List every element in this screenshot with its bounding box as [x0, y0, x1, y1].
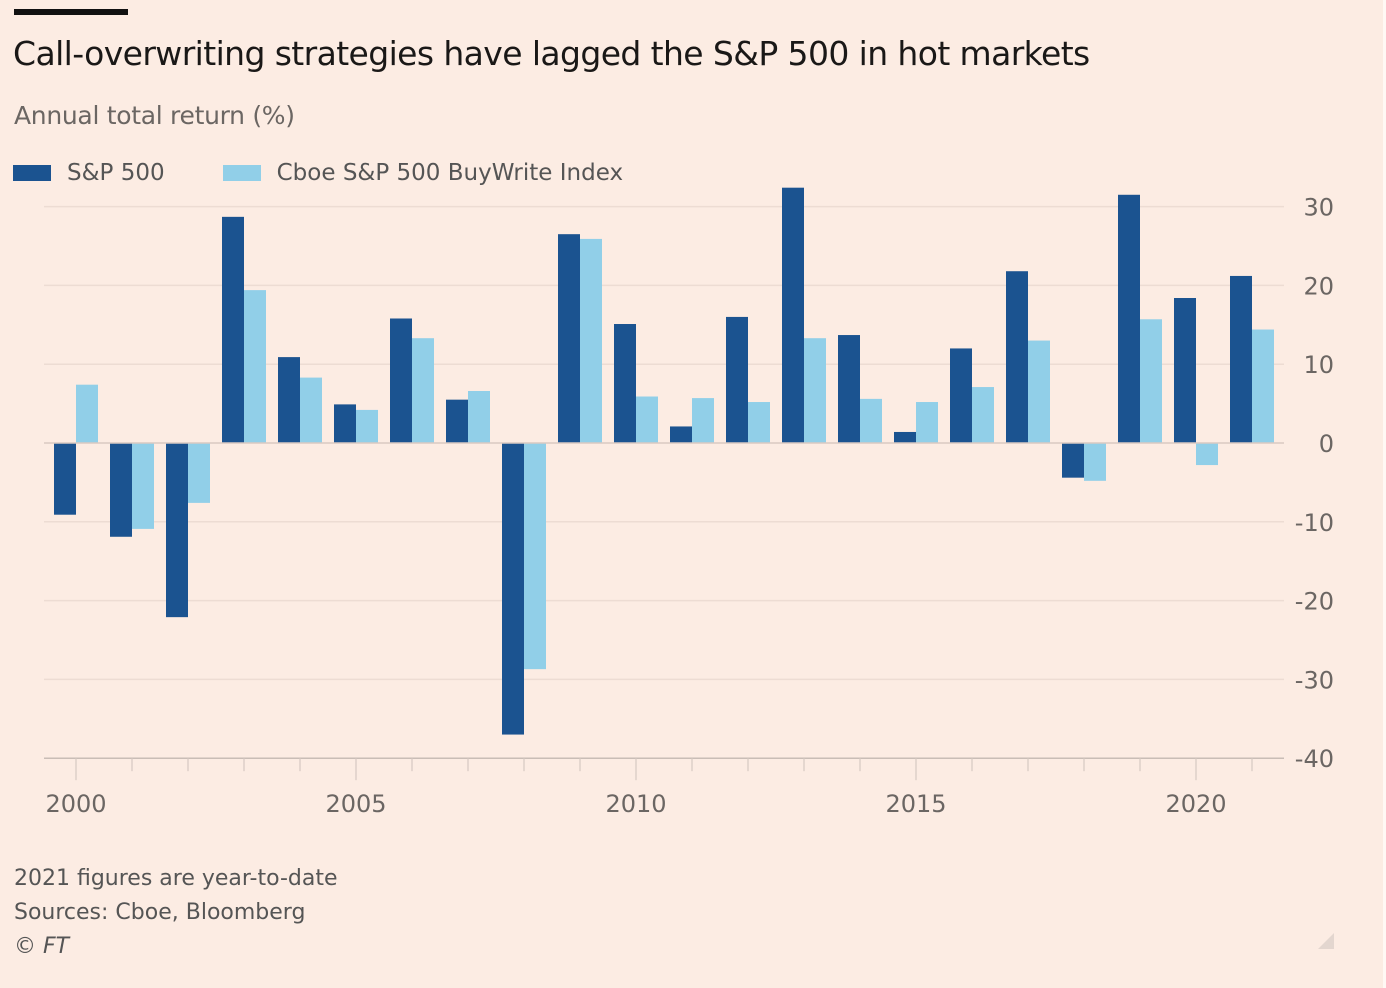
sp500-bar	[558, 234, 580, 443]
chart-subtitle: Annual total return (%)	[14, 101, 295, 130]
sp500-bar	[446, 399, 468, 443]
sp500-bar	[782, 187, 804, 443]
legend-label-sp500: S&P 500	[67, 160, 165, 186]
x-tick-label: 2000	[45, 790, 106, 818]
y-tick-label: 20	[1303, 272, 1334, 300]
buywrite-bar	[972, 387, 994, 443]
sp500-bar	[110, 443, 132, 537]
buywrite-bar	[692, 398, 714, 443]
resize-handle-icon[interactable]	[1318, 933, 1334, 949]
chart-footer: 2021 figures are year-to-date Sources: C…	[14, 862, 338, 964]
buywrite-bar	[860, 398, 882, 443]
y-tick-label: 10	[1303, 351, 1334, 379]
buywrite-bar	[300, 377, 322, 443]
buywrite-bar	[1140, 319, 1162, 443]
sp500-bar	[670, 426, 692, 443]
x-tick-label: 2020	[1165, 790, 1226, 818]
x-tick-label: 2015	[885, 790, 946, 818]
buywrite-bar	[188, 443, 210, 503]
sp500-bar	[166, 443, 188, 618]
legend-swatch-buywrite	[222, 165, 261, 181]
buywrite-bar	[132, 443, 154, 529]
legend-item-sp500: S&P 500	[13, 160, 165, 186]
sp500-bar	[894, 431, 916, 443]
y-tick-label: -40	[1295, 745, 1334, 773]
legend-label-buywrite: Cboe S&P 500 BuyWrite Index	[276, 160, 624, 186]
y-tick-label: -30	[1295, 666, 1334, 694]
buywrite-bar	[356, 409, 378, 443]
buywrite-bar	[524, 443, 546, 670]
ft-brand-bar	[14, 9, 128, 15]
sp500-bar	[278, 357, 300, 443]
buywrite-bar	[468, 390, 490, 443]
sp500-bar	[390, 318, 412, 443]
footer-note: 2021 figures are year-to-date	[14, 866, 338, 891]
window-edge	[1383, 0, 1386, 988]
buywrite-bar	[76, 384, 98, 443]
footer-sources: Sources: Cboe, Bloomberg	[14, 900, 306, 925]
buywrite-bar	[1028, 340, 1050, 443]
buywrite-bar	[636, 396, 658, 443]
legend: S&P 500 Cboe S&P 500 BuyWrite Index	[13, 160, 681, 186]
sp500-bar	[1062, 443, 1084, 478]
sp500-bar	[1118, 194, 1140, 443]
x-tick-label: 2010	[605, 790, 666, 818]
sp500-bar	[1006, 271, 1028, 443]
sp500-bar	[54, 443, 76, 515]
y-tick-label: -10	[1295, 509, 1334, 537]
sp500-bar	[1174, 298, 1196, 443]
buywrite-bar	[244, 290, 266, 443]
x-tick-label: 2005	[325, 790, 386, 818]
buywrite-bar	[748, 402, 770, 443]
footer-copyright: © FT	[14, 934, 70, 959]
legend-item-buywrite: Cboe S&P 500 BuyWrite Index	[222, 160, 624, 186]
buywrite-bar	[580, 238, 602, 443]
buywrite-bar	[804, 338, 826, 443]
sp500-bar	[334, 404, 356, 443]
legend-swatch-sp500	[13, 165, 51, 181]
sp500-bar	[950, 348, 972, 443]
y-tick-label: 30	[1303, 194, 1334, 222]
sp500-bar	[614, 324, 636, 443]
buywrite-bar	[916, 402, 938, 443]
sp500-bar	[1230, 275, 1252, 443]
sp500-bar	[726, 316, 748, 443]
sp500-bar	[838, 335, 860, 443]
y-tick-label: -20	[1295, 588, 1334, 616]
chart-title: Call-overwriting strategies have lagged …	[13, 34, 1090, 73]
buywrite-bar	[1084, 443, 1106, 481]
buywrite-bar	[412, 338, 434, 443]
buywrite-bar	[1196, 443, 1218, 466]
buywrite-bar	[1252, 329, 1274, 443]
sp500-bar	[222, 216, 244, 443]
sp500-bar	[502, 443, 524, 735]
y-tick-label: 0	[1319, 430, 1334, 458]
